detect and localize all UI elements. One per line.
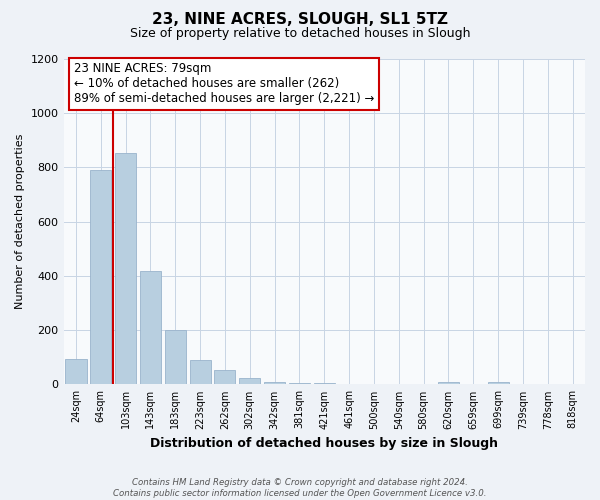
Bar xyxy=(214,370,235,384)
Bar xyxy=(190,360,211,384)
Bar xyxy=(264,382,285,384)
Text: Contains HM Land Registry data © Crown copyright and database right 2024.
Contai: Contains HM Land Registry data © Crown c… xyxy=(113,478,487,498)
Bar xyxy=(488,382,509,384)
X-axis label: Distribution of detached houses by size in Slough: Distribution of detached houses by size … xyxy=(150,437,498,450)
Bar xyxy=(165,330,186,384)
Bar xyxy=(115,152,136,384)
Bar xyxy=(65,358,86,384)
Y-axis label: Number of detached properties: Number of detached properties xyxy=(15,134,25,310)
Text: 23, NINE ACRES, SLOUGH, SL1 5TZ: 23, NINE ACRES, SLOUGH, SL1 5TZ xyxy=(152,12,448,28)
Bar xyxy=(438,382,459,384)
Bar xyxy=(289,383,310,384)
Bar xyxy=(140,270,161,384)
Bar xyxy=(239,378,260,384)
Text: Size of property relative to detached houses in Slough: Size of property relative to detached ho… xyxy=(130,28,470,40)
Bar xyxy=(90,170,112,384)
Text: 23 NINE ACRES: 79sqm
← 10% of detached houses are smaller (262)
89% of semi-deta: 23 NINE ACRES: 79sqm ← 10% of detached h… xyxy=(74,62,374,106)
